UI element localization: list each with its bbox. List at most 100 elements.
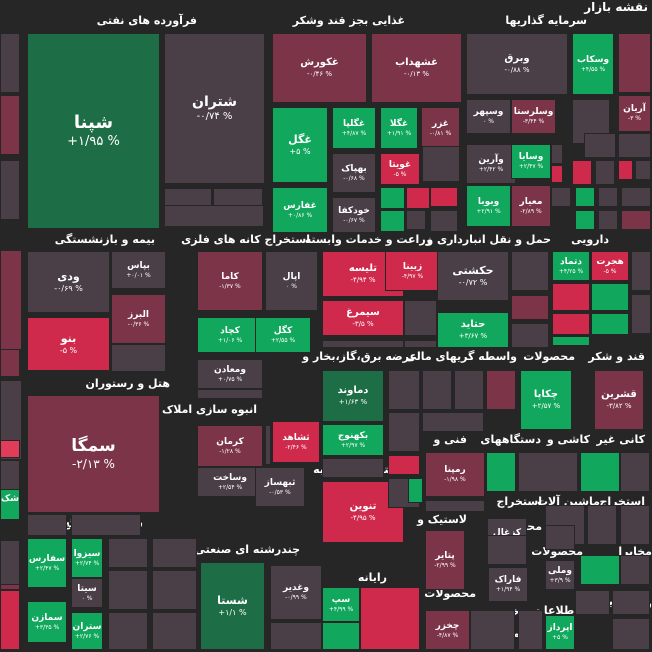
stock-tile-unlabeled[interactable] — [631, 251, 651, 291]
stock-tile-unlabeled[interactable] — [0, 33, 20, 93]
stock-tile-unlabeled[interactable] — [552, 336, 590, 346]
stock-tile-unlabeled[interactable] — [108, 570, 148, 610]
stock-tile-unlabeled[interactable] — [552, 283, 590, 311]
stock-tile-unlabeled[interactable] — [322, 622, 360, 650]
stock-tile[interactable]: بهپاک -۰/۶۸ % — [332, 153, 376, 193]
stock-tile[interactable]: البرز -۰/۳۶ % — [111, 294, 166, 344]
stock-tile-unlabeled[interactable] — [454, 370, 484, 410]
stock-tile-unlabeled[interactable] — [618, 133, 651, 158]
stock-tile[interactable]: وملی +۳/۹ % — [545, 560, 575, 590]
stock-tile[interactable]: دماوند +۱/۶۳ % — [322, 370, 384, 422]
stock-tile[interactable]: اپال ۰ % — [265, 251, 318, 311]
stock-tile-unlabeled[interactable] — [388, 455, 420, 475]
stock-tile[interactable]: کاما -۱/۳۷ % — [197, 251, 263, 311]
stock-tile[interactable]: وساخت +۲/۵۴ % — [197, 467, 263, 497]
stock-tile-unlabeled[interactable] — [0, 540, 20, 585]
stock-tile-unlabeled[interactable] — [406, 210, 426, 230]
stock-tile[interactable]: خودکفا -۰/۶۷ % — [332, 197, 376, 233]
stock-tile-unlabeled[interactable] — [430, 187, 458, 207]
stock-tile-unlabeled[interactable] — [360, 587, 420, 650]
stock-tile-unlabeled[interactable] — [265, 425, 271, 465]
stock-tile-unlabeled[interactable] — [0, 440, 20, 458]
stock-tile-unlabeled[interactable] — [0, 160, 20, 220]
stock-tile-unlabeled[interactable] — [575, 210, 595, 230]
stock-tile[interactable]: شستا +۱/۱ % — [200, 562, 265, 650]
stock-tile-unlabeled[interactable] — [0, 590, 20, 650]
stock-tile-unlabeled[interactable] — [486, 370, 516, 410]
stock-tile[interactable]: غکورش -۰/۴۶ % — [272, 33, 367, 103]
stock-tile-unlabeled[interactable] — [430, 210, 458, 232]
stock-tile[interactable]: غویتا -۵ % — [380, 153, 420, 185]
stock-tile-unlabeled[interactable] — [111, 344, 166, 372]
stock-tile-unlabeled[interactable] — [575, 590, 610, 615]
stock-tile-unlabeled[interactable] — [152, 538, 197, 568]
stock-tile[interactable]: معیار -۲/۸۹ % — [511, 185, 551, 227]
stock-tile[interactable]: فاراک +۱/۹۴ % — [488, 567, 528, 602]
stock-tile-unlabeled[interactable] — [620, 505, 650, 545]
stock-tile-unlabeled[interactable] — [631, 294, 651, 334]
stock-tile[interactable]: غفارس +۰/۸۶ % — [272, 187, 328, 233]
stock-tile-unlabeled[interactable] — [551, 165, 563, 183]
stock-tile-unlabeled[interactable] — [470, 610, 515, 650]
stock-tile-unlabeled[interactable] — [580, 555, 620, 585]
stock-tile[interactable]: وبوبا +۲/۹۱ % — [466, 185, 511, 227]
stock-tile[interactable]: ثشاهد -۲/۴۶ % — [272, 421, 320, 463]
stock-tile[interactable]: کچاد +۱/۰۶ % — [197, 317, 263, 353]
stock-tile[interactable]: وآرین +۲/۴۲ % — [466, 144, 516, 184]
stock-tile-unlabeled[interactable] — [518, 610, 543, 650]
stock-tile[interactable]: آریان -۳ % — [618, 95, 651, 132]
stock-tile-unlabeled[interactable] — [618, 33, 651, 93]
stock-tile-unlabeled[interactable] — [322, 458, 384, 478]
stock-tile-unlabeled[interactable] — [598, 187, 618, 207]
stock-tile-unlabeled[interactable] — [572, 160, 592, 185]
stock-tile-unlabeled[interactable] — [71, 514, 141, 536]
stock-tile[interactable]: چکاپا +۲/۵۷ % — [520, 370, 572, 430]
stock-tile-unlabeled[interactable] — [388, 412, 420, 452]
stock-tile[interactable]: سفارس +۲/۴۷ % — [27, 538, 67, 588]
stock-tile[interactable]: سیزوا +۲/۷۴ % — [71, 538, 103, 578]
stock-tile-unlabeled[interactable] — [152, 570, 197, 610]
stock-tile-unlabeled[interactable] — [0, 95, 20, 155]
stock-tile-unlabeled[interactable] — [108, 538, 148, 568]
stock-tile[interactable]: ومعادن +۰/۷۵ % — [197, 359, 263, 389]
stock-tile[interactable]: زبینا -۴/۹۷ % — [385, 251, 440, 291]
stock-tile[interactable]: سمازن +۳/۳۵ % — [27, 601, 67, 643]
stock-tile-unlabeled[interactable] — [0, 460, 20, 490]
stock-tile[interactable]: حتاید +۳/۶۷ % — [437, 312, 509, 348]
stock-tile-unlabeled[interactable] — [408, 478, 423, 503]
stock-tile-unlabeled[interactable] — [598, 210, 618, 230]
stock-tile[interactable]: شتران -۰/۷۴ % — [164, 33, 265, 184]
stock-tile[interactable]: ستران +۲/۷۶ % — [71, 612, 103, 650]
stock-tile-unlabeled[interactable] — [152, 612, 197, 650]
stock-tile-unlabeled[interactable] — [545, 525, 575, 550]
stock-tile[interactable]: چخزر -۴/۸۷ % — [425, 610, 470, 650]
stock-tile-unlabeled[interactable] — [612, 590, 650, 615]
stock-tile[interactable]: سپ +۴/۹۹ % — [322, 587, 360, 622]
stock-tile[interactable]: غشهداب -۰/۱۳ % — [371, 33, 462, 103]
stock-tile[interactable]: سیتا ۰ % — [71, 578, 103, 608]
stock-tile-unlabeled[interactable] — [404, 300, 437, 336]
stock-tile[interactable]: وسایا +۲/۴۷ % — [511, 144, 551, 179]
stock-tile-unlabeled[interactable] — [584, 133, 616, 158]
stock-tile[interactable]: بپاس +۰/۰۱ % — [111, 251, 166, 289]
stock-tile[interactable]: قشرین -۳/۸۲ % — [594, 370, 644, 430]
stock-tile[interactable]: رمپنا -۱/۹۸ % — [425, 452, 485, 497]
stock-tile-unlabeled[interactable] — [487, 535, 527, 565]
stock-tile-unlabeled[interactable] — [518, 452, 578, 492]
stock-tile-unlabeled[interactable] — [621, 187, 651, 207]
stock-tile[interactable]: کرمان -۱/۲۸ % — [197, 425, 263, 467]
stock-tile-unlabeled[interactable] — [551, 187, 571, 207]
stock-tile[interactable]: حکشتی -۰/۷۲ % — [437, 251, 509, 301]
stock-tile-unlabeled[interactable] — [580, 452, 620, 492]
stock-tile[interactable]: غزر -۰/۸۱ % — [421, 107, 460, 149]
stock-tile-unlabeled[interactable] — [404, 340, 437, 348]
stock-tile-unlabeled[interactable] — [635, 160, 651, 180]
stock-tile[interactable]: دتماد +۴/۲۵ % — [552, 251, 590, 281]
stock-tile-unlabeled[interactable] — [0, 250, 22, 350]
stock-tile[interactable]: ودی -۰/۶۹ % — [27, 251, 110, 313]
stock-tile-unlabeled[interactable] — [322, 340, 404, 348]
stock-tile-unlabeled[interactable] — [388, 370, 420, 410]
stock-tile-unlabeled[interactable] — [422, 412, 484, 432]
stock-tile-unlabeled[interactable] — [380, 210, 405, 232]
stock-tile[interactable]: بنو -۵ % — [27, 317, 110, 371]
